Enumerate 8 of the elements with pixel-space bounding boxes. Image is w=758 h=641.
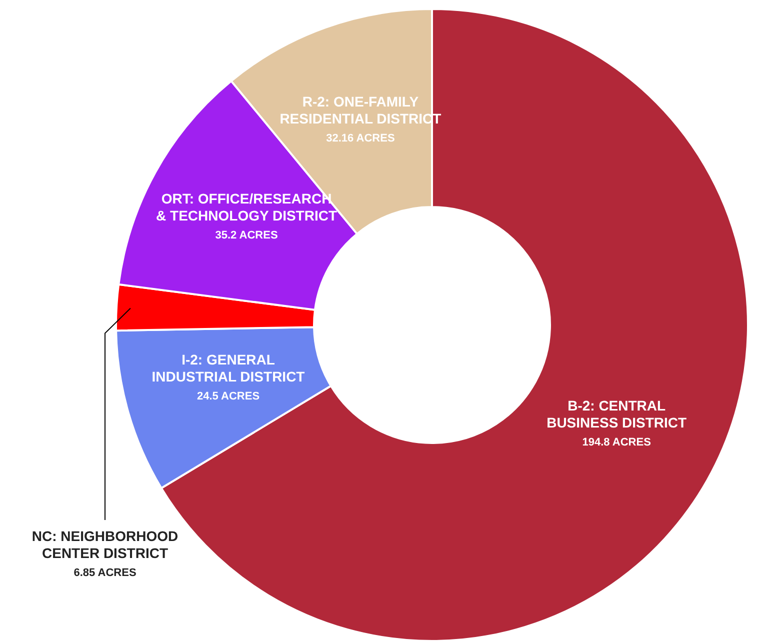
data-label: 6.85 ACRES: [74, 567, 136, 579]
data-label: 35.2 ACRES: [215, 229, 278, 242]
slice-label: B-2: CENTRAL BUSINESS DISTRICT: [546, 397, 688, 430]
slice-label: NC: NEIGHBORHOOD CENTER DISTRICT: [32, 528, 178, 561]
data-label: 24.5 ACRES: [196, 390, 260, 403]
data-label: 194.8 ACRES: [582, 436, 651, 448]
slice-label: I-2: GENERAL INDUSTRIAL DISTRICT: [152, 352, 306, 385]
data-label: 32.16 ACRES: [326, 132, 395, 144]
